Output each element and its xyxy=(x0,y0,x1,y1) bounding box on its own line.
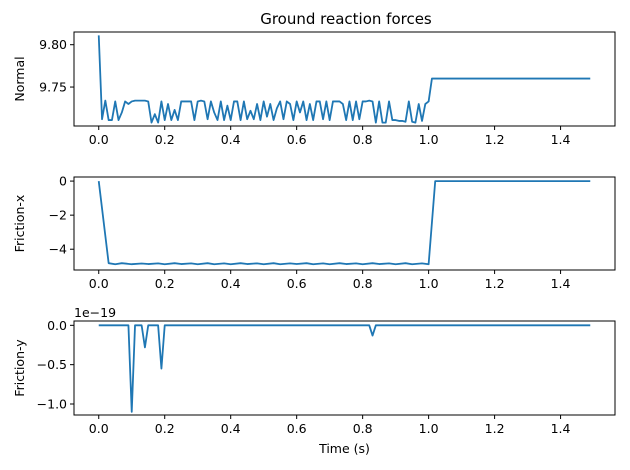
plot-frame xyxy=(73,31,616,127)
y-tick-label: 0.0 xyxy=(47,318,67,333)
subplots: 0.0 0.2 0.4 0.6 0.8 1.0 1.2 1.49.759.80Normal0.… xyxy=(12,31,616,456)
x-tick-label: 0.4 xyxy=(221,276,241,291)
subplot-1: 0.0 0.2 0.4 0.6 0.8 1.0 1.2 1.4 9.75 9.80 Normal xyxy=(12,31,616,147)
x-tick-label: 0.6 xyxy=(287,421,307,436)
x-axis-label: Time (s) xyxy=(318,441,370,456)
y-axis-label: Friction-x xyxy=(12,195,27,253)
y-tick-label: 9.75 xyxy=(39,80,67,95)
y-tick-label: 9.80 xyxy=(39,37,67,52)
series-line-1 xyxy=(97,180,591,266)
x-tick-label: 0.2 xyxy=(155,276,175,291)
x-tick-label: 0.8 xyxy=(353,132,373,147)
y-tick-label: 0 xyxy=(59,174,67,189)
x-tick-label: 1.4 xyxy=(551,276,571,291)
x-tick-label: 0.6 xyxy=(287,132,307,147)
x-tick-label: 1.0 xyxy=(419,276,439,291)
x-tick-label: 0.8 xyxy=(353,421,373,436)
x-tick-label: 0.2 xyxy=(155,421,175,436)
series-line-1 xyxy=(97,35,591,124)
y-tick-label: −4 xyxy=(49,242,67,257)
y-axis-label: Normal xyxy=(12,56,27,101)
series-line-1 xyxy=(98,324,591,413)
x-tick-label: 0.8 xyxy=(353,276,373,291)
x-tick-label: 0.2 xyxy=(155,132,175,147)
x-tick-label: 0.0 xyxy=(89,276,109,291)
y-tick-label: −1.0 xyxy=(37,396,67,411)
x-tick-label: 0.6 xyxy=(287,276,307,291)
x-tick-label: 0.0 xyxy=(89,421,109,436)
x-tick-label: 1.4 xyxy=(551,421,571,436)
subplot-3: 0.0 0.2 0.4 0.6 0.8 1.0 1.2 1.4 −1.0 −0.5 0.0 Frict… xyxy=(12,305,616,456)
y-axis-label: Friction-y xyxy=(12,339,27,397)
x-tick-label: 1.2 xyxy=(485,421,505,436)
subplot-2: 0.0 0.2 0.4 0.6 0.8 1.0 1.2 1.4 −4 −2 0 Friction-x xyxy=(12,174,616,291)
x-tick-label: 1.2 xyxy=(485,276,505,291)
y-offset-label: 1e−19 xyxy=(74,305,116,320)
x-tick-label: 1.0 xyxy=(419,421,439,436)
plot-frame xyxy=(73,320,616,416)
y-tick-label: −2 xyxy=(49,208,67,223)
chart-title: Ground reaction forces xyxy=(260,10,432,28)
x-tick-label: 1.2 xyxy=(485,132,505,147)
x-tick-label: 1.4 xyxy=(551,132,571,147)
plot-frame xyxy=(73,176,616,271)
x-tick-label: 0.4 xyxy=(221,421,241,436)
x-tick-label: 0.0 xyxy=(89,132,109,147)
x-tick-label: 0.4 xyxy=(221,132,241,147)
y-tick-label: −0.5 xyxy=(37,357,67,372)
x-tick-label: 1.0 xyxy=(419,132,439,147)
